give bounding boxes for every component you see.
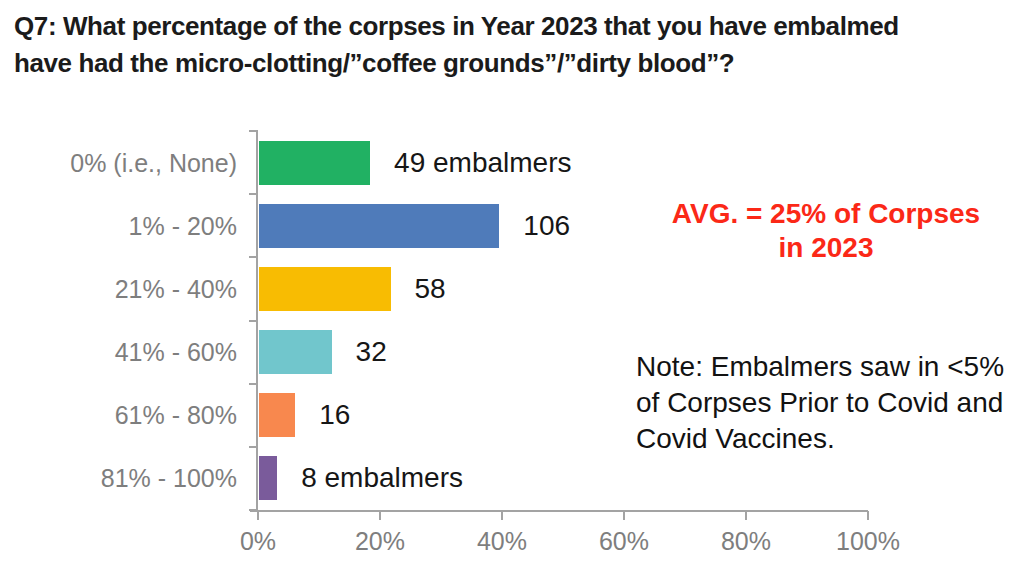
bar <box>259 393 295 437</box>
x-axis-tick-label: 80% <box>691 527 801 556</box>
y-axis-tick <box>249 320 257 322</box>
avg-annotation-line-2: in 2023 <box>640 231 1012 265</box>
y-axis-tick <box>249 383 257 385</box>
chart-title-line-1: Q7: What percentage of the corpses in Ye… <box>14 8 899 45</box>
bar <box>259 204 499 248</box>
avg-annotation: AVG. = 25% of Corpses in 2023 <box>640 197 1012 265</box>
y-axis-tick <box>249 193 257 195</box>
category-label: 41% - 60% <box>0 338 237 367</box>
x-axis-tick-label: 40% <box>447 527 557 556</box>
category-label: 0% (i.e., None) <box>0 148 237 177</box>
chart-title-line-2: have had the micro-clotting/”coffee grou… <box>14 45 899 82</box>
category-label: 81% - 100% <box>0 464 237 493</box>
chart-row: 0% (i.e., None) 49 embalmers <box>0 131 1024 194</box>
category-label: 61% - 80% <box>0 401 237 430</box>
y-axis-tick <box>249 446 257 448</box>
value-label: 16 <box>319 399 350 431</box>
category-label: 1% - 20% <box>0 211 237 240</box>
bar <box>259 267 391 311</box>
x-axis-tick <box>257 511 259 520</box>
y-axis-tick <box>249 130 257 132</box>
chart-row: 21% - 40% 58 <box>0 257 1024 320</box>
x-axis-tick <box>867 511 869 520</box>
note-annotation-line-1: Note: Embalmers saw in <5% <box>636 349 1021 385</box>
slide-canvas: Q7: What percentage of the corpses in Ye… <box>0 0 1024 582</box>
x-axis-tick-label: 0% <box>203 527 313 556</box>
x-axis-tick <box>501 511 503 520</box>
chart-title: Q7: What percentage of the corpses in Ye… <box>14 8 899 82</box>
x-axis-tick <box>745 511 747 520</box>
value-label: 32 <box>356 336 387 368</box>
x-axis-tick <box>379 511 381 520</box>
y-axis-tick <box>249 509 257 511</box>
x-axis-tick-label: 20% <box>325 527 435 556</box>
value-label: 49 embalmers <box>394 147 571 179</box>
note-annotation: Note: Embalmers saw in <5% of Corpses Pr… <box>636 349 1021 457</box>
bar <box>259 456 277 500</box>
x-axis-tick <box>623 511 625 520</box>
note-annotation-line-2: of Corpses Prior to Covid and <box>636 385 1021 421</box>
bar <box>259 330 332 374</box>
bar <box>259 141 370 185</box>
x-axis-tick-label: 60% <box>569 527 679 556</box>
x-axis-line <box>250 510 868 512</box>
note-annotation-line-3: Covid Vaccines. <box>636 421 1021 457</box>
value-label: 106 <box>523 210 570 242</box>
category-label: 21% - 40% <box>0 274 237 303</box>
value-label: 58 <box>415 273 446 305</box>
avg-annotation-line-1: AVG. = 25% of Corpses <box>640 197 1012 231</box>
x-axis-tick-label: 100% <box>813 527 923 556</box>
value-label: 8 embalmers <box>301 462 463 494</box>
y-axis-tick <box>249 256 257 258</box>
